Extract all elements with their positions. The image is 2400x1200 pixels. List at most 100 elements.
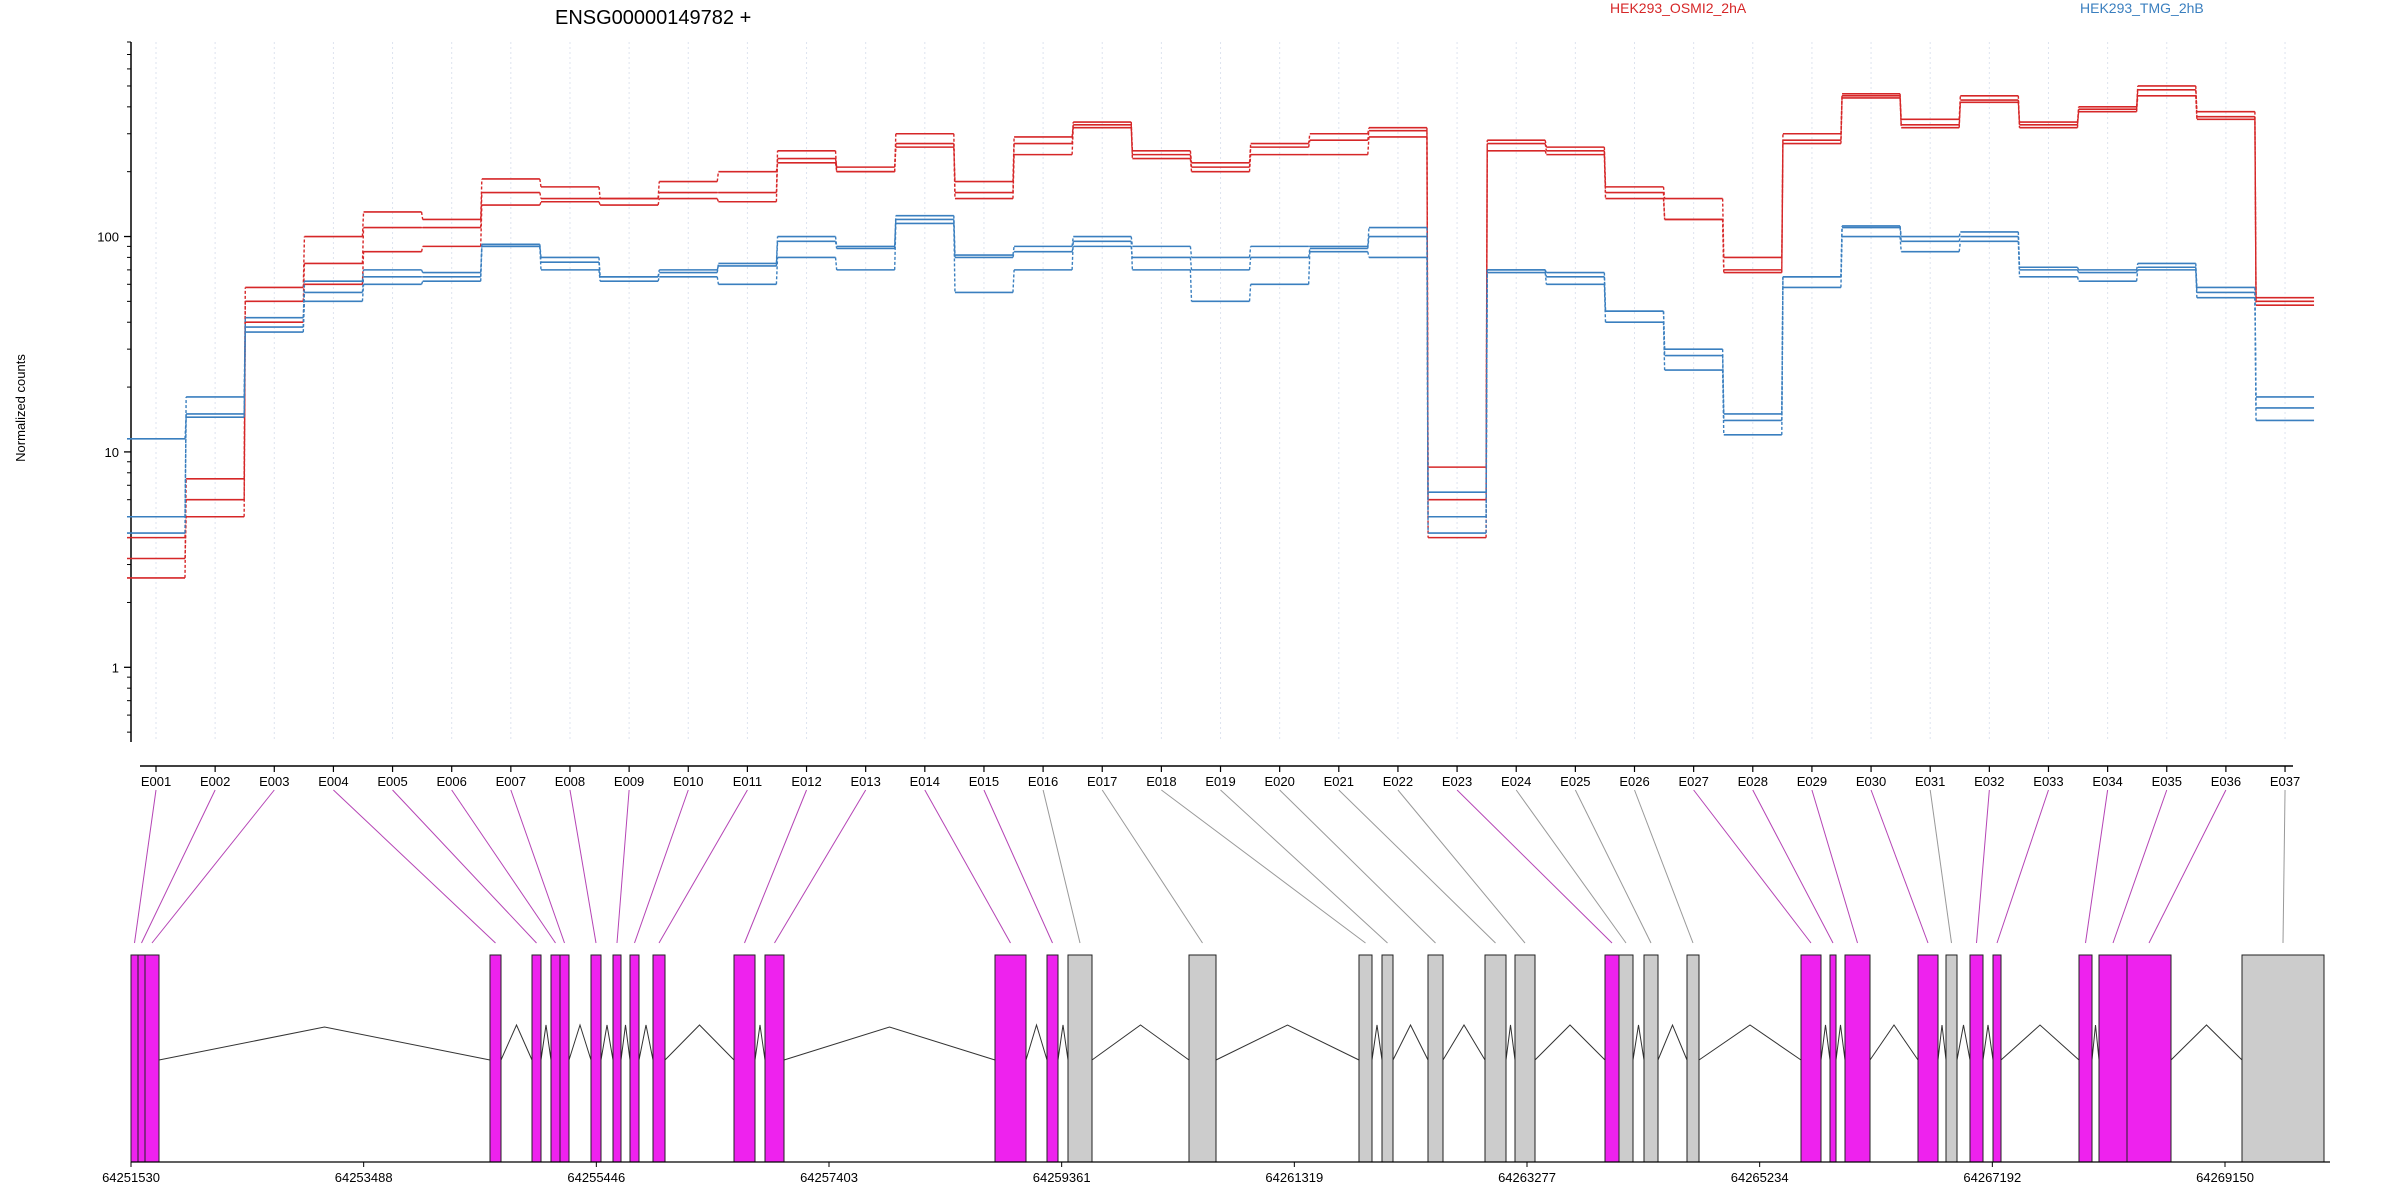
exon-connector bbox=[1515, 789, 1627, 944]
data-connector bbox=[1248, 246, 1252, 258]
x-tick-label: E022 bbox=[1383, 774, 1413, 789]
exon-box bbox=[733, 954, 756, 1163]
data-connector bbox=[2017, 231, 2021, 268]
data-connector bbox=[953, 147, 956, 182]
x-tick-label: E008 bbox=[555, 774, 585, 789]
exon-connectors bbox=[134, 789, 2286, 944]
exon-box bbox=[1844, 954, 1871, 1163]
data-connector bbox=[361, 276, 365, 293]
data-connector bbox=[1603, 147, 1607, 187]
data-connector bbox=[1012, 246, 1015, 256]
exon-connector bbox=[1752, 789, 1834, 944]
x-tick-label: E028 bbox=[1738, 774, 1768, 789]
data-connector bbox=[420, 280, 424, 285]
data-connector bbox=[1781, 276, 1784, 414]
intron-line bbox=[1505, 1024, 1516, 1061]
exon-box bbox=[1643, 954, 1659, 1163]
data-connector bbox=[1367, 127, 1370, 134]
data-connector bbox=[716, 171, 720, 182]
data-connector bbox=[2076, 269, 2080, 273]
series-3 bbox=[127, 85, 2315, 579]
exon-box bbox=[550, 954, 561, 1163]
data-connector bbox=[1189, 269, 1193, 302]
intron-line bbox=[568, 1023, 592, 1061]
data-connector bbox=[1130, 236, 1134, 247]
data-connector bbox=[480, 178, 483, 220]
data-connector bbox=[953, 223, 956, 293]
coord-label: 64257403 bbox=[800, 1170, 858, 1185]
data-connector bbox=[834, 236, 838, 247]
coord-label: 64259361 bbox=[1033, 1170, 1091, 1185]
x-tick-label: E012 bbox=[791, 774, 821, 789]
exon-box bbox=[1358, 954, 1373, 1163]
x-tick-label: E009 bbox=[614, 774, 644, 789]
x-tick-label: E001 bbox=[141, 774, 171, 789]
exon-box bbox=[489, 954, 502, 1163]
exon-box bbox=[1618, 954, 1634, 1163]
data-connector bbox=[1485, 140, 1488, 468]
exon-box bbox=[137, 954, 146, 1163]
data-connector bbox=[893, 147, 897, 172]
data-connector bbox=[1544, 150, 1548, 155]
data-connector bbox=[1781, 133, 1784, 258]
exon-connector bbox=[392, 789, 537, 944]
y-axis-ticks: 1 10 100 bbox=[97, 41, 131, 733]
data-connector bbox=[1840, 93, 1843, 134]
intron-line bbox=[754, 1024, 766, 1061]
data-connector bbox=[420, 246, 424, 252]
exon-box bbox=[1427, 954, 1444, 1163]
exon-connector bbox=[141, 789, 216, 944]
coord-label: 64251530 bbox=[102, 1170, 160, 1185]
coord-label: 64261319 bbox=[1265, 1170, 1323, 1185]
data-connector bbox=[539, 192, 542, 199]
exon-connector bbox=[1976, 789, 1990, 944]
data-connector bbox=[834, 162, 838, 172]
data-connector bbox=[1781, 140, 1784, 270]
x-tick-label: E035 bbox=[2152, 774, 2182, 789]
exon-connector bbox=[1042, 789, 1081, 944]
exon-connector bbox=[1456, 789, 1613, 944]
data-connector bbox=[480, 192, 483, 228]
intron-line bbox=[500, 1023, 533, 1061]
exon-connector bbox=[1574, 789, 1652, 944]
data-connector bbox=[1662, 192, 1666, 220]
x-tick-label: E010 bbox=[673, 774, 703, 789]
data-connector bbox=[2076, 111, 2080, 125]
data-connector bbox=[2135, 85, 2139, 107]
data-connector bbox=[1189, 158, 1193, 172]
coord-label: 64267192 bbox=[1963, 1170, 2021, 1185]
data-connector bbox=[1662, 322, 1666, 371]
exon-box bbox=[2241, 954, 2325, 1163]
vertical-gridlines bbox=[155, 42, 2286, 742]
x-tick-label: E024 bbox=[1501, 774, 1531, 789]
y-tick-label: 1 bbox=[112, 660, 119, 675]
exon-box bbox=[1800, 954, 1822, 1163]
coord-label: 64265234 bbox=[1731, 1170, 1789, 1185]
data-connector bbox=[2135, 89, 2139, 110]
intron-line bbox=[2170, 1024, 2243, 1061]
genomic-coordinate-labels: 64251530 64253488 64255446 64257403 64259361… bbox=[102, 1162, 2254, 1185]
exon-box bbox=[590, 954, 602, 1163]
data-connector bbox=[1958, 231, 1962, 237]
x-tick-label: E036 bbox=[2211, 774, 2241, 789]
intron-line bbox=[620, 1024, 631, 1061]
coord-label: 64263277 bbox=[1498, 1170, 1556, 1185]
exon-connector bbox=[1279, 789, 1436, 944]
data-connector bbox=[775, 236, 779, 264]
intron-line bbox=[664, 1024, 735, 1061]
data-connector bbox=[2195, 89, 2198, 117]
exon-connector bbox=[2085, 789, 2109, 944]
exon-connector bbox=[451, 789, 556, 944]
data-connector bbox=[598, 201, 601, 206]
data-connector bbox=[775, 241, 779, 266]
coord-label: 64253488 bbox=[335, 1170, 393, 1185]
data-connector bbox=[657, 272, 660, 277]
intron-line bbox=[600, 1024, 614, 1061]
intron-line bbox=[1091, 1024, 1190, 1061]
plot-title: ENSG00000149782 + bbox=[555, 7, 751, 29]
exon-connector bbox=[1338, 789, 1496, 944]
data-connector bbox=[657, 276, 660, 282]
exon-connector bbox=[1161, 789, 1366, 944]
data-connector bbox=[893, 215, 897, 247]
